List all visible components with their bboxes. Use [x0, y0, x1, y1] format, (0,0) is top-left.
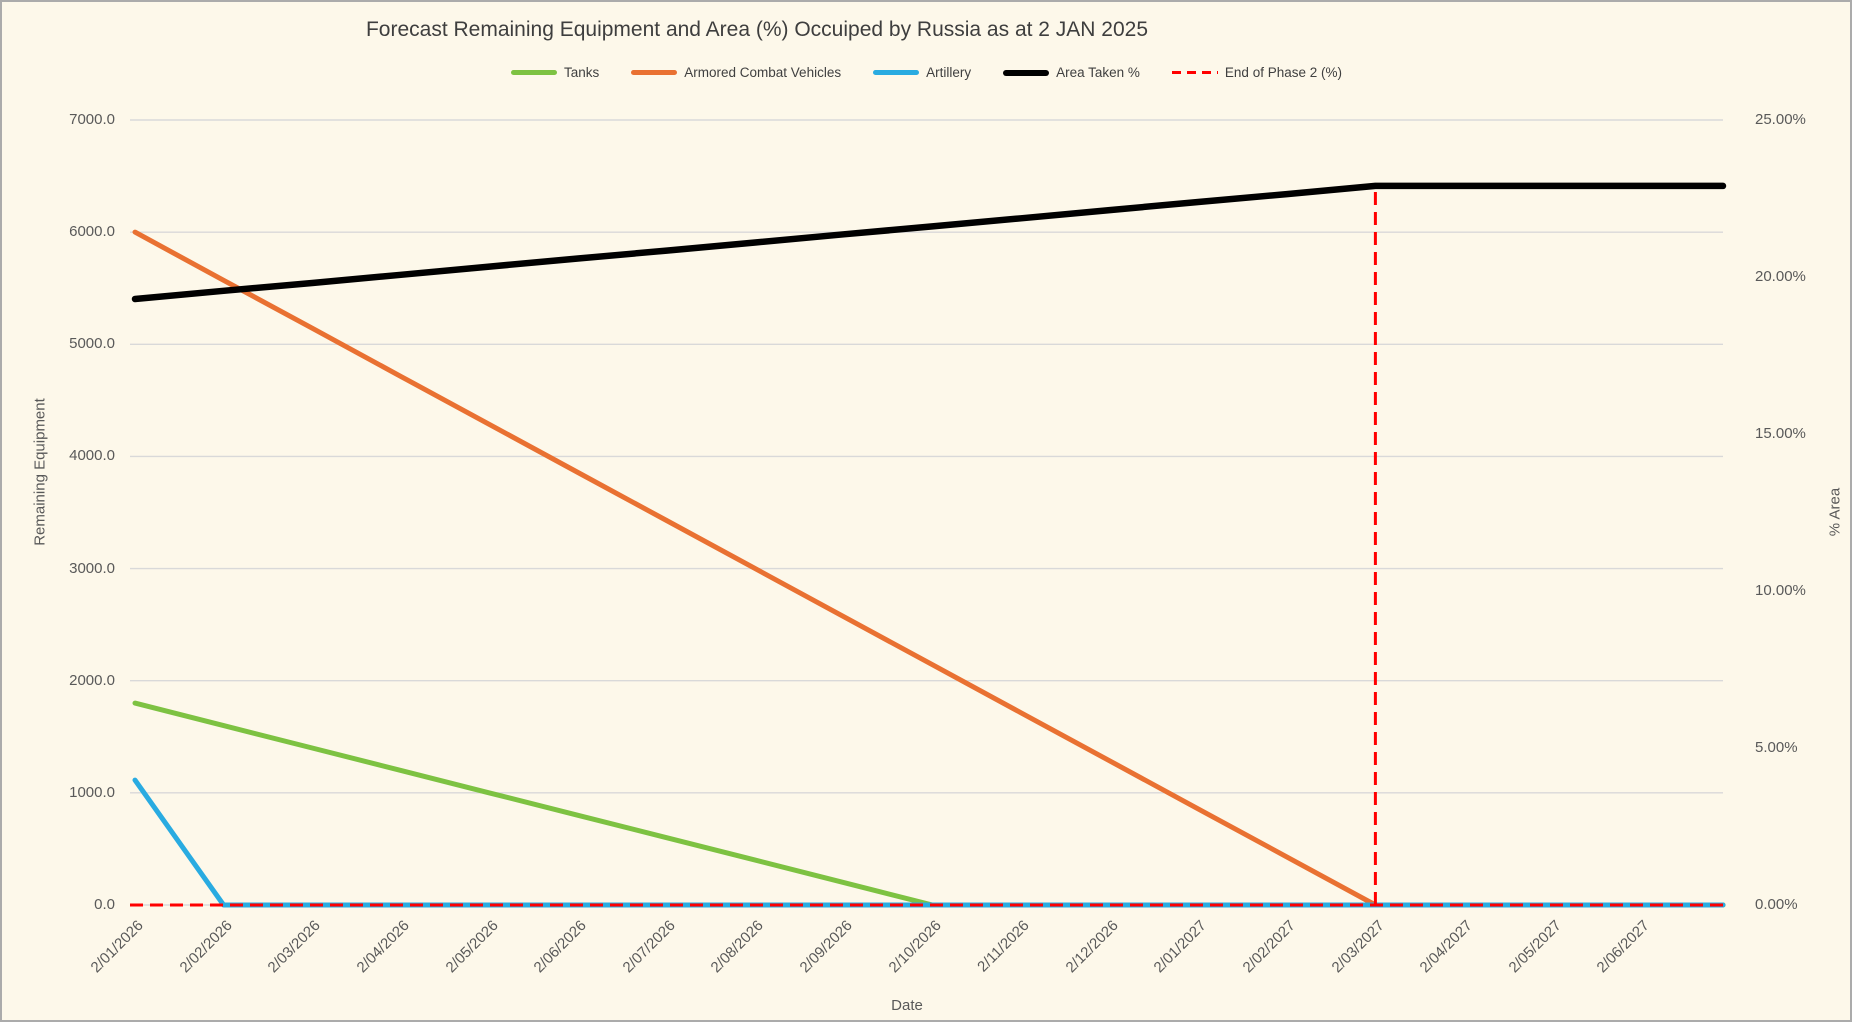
y-axis-title-right: % Area [1826, 487, 1844, 537]
legend-line-swatch-artillery [873, 70, 920, 75]
x-axis-title: Date [891, 997, 923, 1014]
y-axis-tick-left: 6000.0 [69, 223, 115, 241]
legend-item-armored-combat-vehicles: Armored Combat Vehicles [631, 65, 841, 80]
y-axis-tick-right: 5.00% [1755, 739, 1798, 756]
series-line-area-taken [131, 182, 1727, 303]
y-axis-tick-left: 3000.0 [69, 559, 115, 577]
y-axis-tick-right: 15.00% [1755, 425, 1806, 442]
legend-label: Artillery [926, 65, 972, 80]
y-axis-tick-left: 4000.0 [69, 447, 115, 465]
y-axis-tick-left: 5000.0 [69, 335, 115, 353]
y-axis-tick-right: 10.00% [1755, 582, 1806, 599]
legend: Tanks Armored Combat Vehicles Artillery … [130, 65, 1723, 80]
y-axis-tick-right: 20.00% [1755, 268, 1806, 285]
legend-label: Armored Combat Vehicles [684, 65, 842, 80]
y-axis-title-left: Remaining Equipment [31, 398, 49, 546]
legend-label: Tanks [563, 65, 600, 80]
chart-title: Forecast Remaining Equipment and Area (%… [365, 18, 1149, 41]
series-line-artillery [132, 777, 1726, 908]
legend-line-swatch-end-of-phase-2 [1171, 71, 1218, 74]
y-axis-tick-left: 0.0 [94, 896, 115, 913]
legend-label: Area Taken % [1056, 65, 1140, 80]
legend-item-tanks: Tanks [510, 65, 600, 80]
y-axis-tick-left: 1000.0 [69, 783, 115, 801]
legend-label: End of Phase 2 (%) [1224, 65, 1342, 80]
legend-item-area-taken: Area Taken % [1003, 65, 1140, 80]
legend-line-swatch-armored-combat-vehicles [631, 70, 678, 75]
legend-line-swatch-area-taken [1003, 69, 1050, 76]
legend-item-end-of-phase-2: End of Phase 2 (%) [1171, 65, 1342, 80]
y-axis-tick-left: 2000.0 [69, 671, 115, 689]
legend-item-artillery: Artillery [873, 65, 971, 80]
legend-line-swatch-tanks [510, 70, 557, 75]
y-axis-tick-right: 25.00% [1755, 111, 1806, 128]
y-axis-tick-left: 7000.0 [69, 111, 115, 128]
series-line-tanks [132, 700, 1726, 908]
y-axis-tick-right: 0.00% [1755, 896, 1798, 913]
